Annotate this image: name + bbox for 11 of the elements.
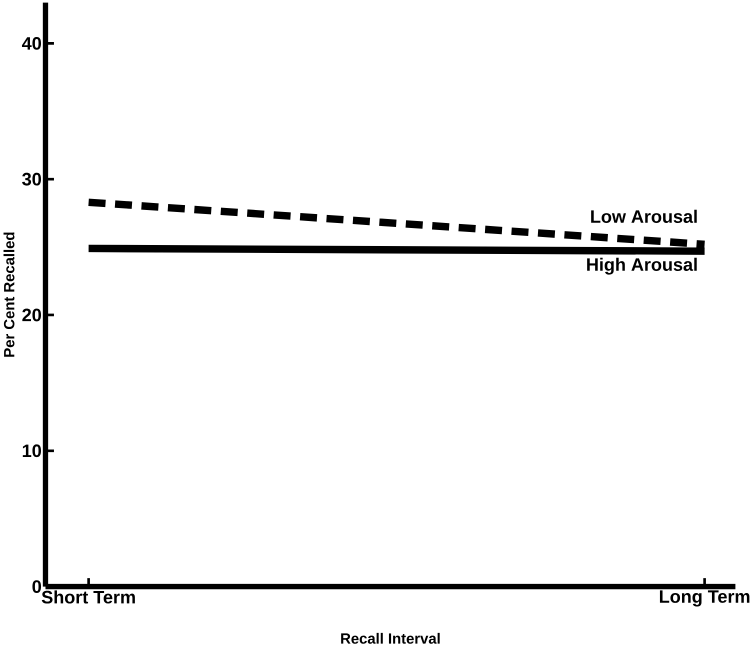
y-tick-label: 10 — [22, 444, 41, 458]
x-tick-label: Long Term — [660, 590, 750, 606]
y-tick-label: 0 — [32, 580, 41, 593]
y-tick-label: 40 — [22, 36, 41, 50]
series-label: Low Arousal — [591, 210, 697, 223]
x-tick-label: Short Term — [42, 590, 135, 604]
x-axis-title: Recall Interval — [341, 632, 440, 644]
series-label: High Arousal — [587, 258, 697, 274]
y-tick-label: 30 — [22, 172, 41, 186]
y-tick-label: 20 — [22, 308, 41, 322]
y-axis-title: Per Cent Recalled — [4, 232, 14, 357]
